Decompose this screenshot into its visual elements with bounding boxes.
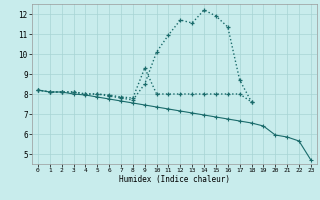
X-axis label: Humidex (Indice chaleur): Humidex (Indice chaleur): [119, 175, 230, 184]
